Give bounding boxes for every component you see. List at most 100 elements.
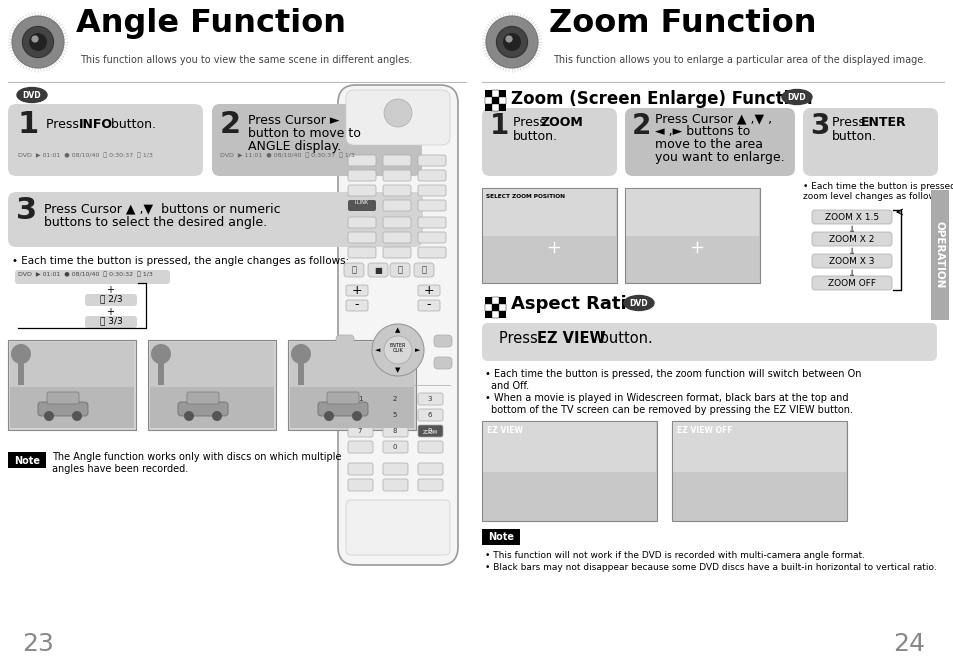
Text: 5: 5 — [393, 412, 396, 418]
Bar — [10, 387, 133, 428]
FancyBboxPatch shape — [212, 104, 421, 176]
Bar — [492, 297, 498, 304]
Bar — [484, 311, 492, 318]
Bar — [10, 342, 133, 387]
Text: 9: 9 — [427, 428, 432, 434]
FancyBboxPatch shape — [382, 232, 411, 243]
Bar — [18, 355, 24, 385]
Text: ⏭: ⏭ — [421, 266, 426, 274]
Text: 4: 4 — [357, 412, 362, 418]
FancyBboxPatch shape — [327, 392, 358, 404]
Circle shape — [291, 344, 311, 364]
Bar — [498, 311, 505, 318]
FancyBboxPatch shape — [8, 104, 203, 176]
Text: 24: 24 — [892, 632, 924, 656]
Text: button.: button. — [595, 331, 652, 346]
Text: 1: 1 — [357, 396, 362, 402]
Text: 0: 0 — [393, 444, 396, 450]
Bar — [158, 355, 164, 385]
Text: Press Cursor ▲ ,▼ ,: Press Cursor ▲ ,▼ , — [655, 112, 771, 125]
Text: ⎘ 3/3: ⎘ 3/3 — [99, 316, 122, 325]
Bar — [498, 304, 505, 311]
FancyBboxPatch shape — [382, 155, 411, 166]
FancyBboxPatch shape — [434, 335, 452, 347]
FancyBboxPatch shape — [335, 335, 354, 347]
Ellipse shape — [623, 296, 654, 310]
Text: +: + — [106, 307, 113, 317]
FancyBboxPatch shape — [348, 441, 373, 453]
Text: Press: Press — [831, 116, 868, 129]
FancyBboxPatch shape — [317, 402, 368, 416]
Text: This function allows you to view the same scene in different angles.: This function allows you to view the sam… — [80, 55, 412, 65]
Text: -: - — [355, 298, 359, 312]
FancyBboxPatch shape — [47, 392, 79, 404]
Bar — [930, 190, 948, 320]
Text: -: - — [426, 298, 431, 312]
Text: Press: Press — [46, 118, 83, 131]
Bar — [492, 97, 498, 104]
FancyBboxPatch shape — [382, 441, 408, 453]
FancyBboxPatch shape — [382, 393, 408, 405]
Text: ↓: ↓ — [847, 247, 855, 257]
Bar — [484, 104, 492, 111]
Text: ZOOM X 1.5: ZOOM X 1.5 — [824, 212, 878, 222]
FancyBboxPatch shape — [346, 500, 450, 555]
Circle shape — [71, 411, 82, 421]
Text: 23: 23 — [22, 632, 53, 656]
Text: ZOOM X 3: ZOOM X 3 — [828, 256, 874, 266]
FancyBboxPatch shape — [624, 108, 794, 176]
Text: • Each time the button is pressed, the angle changes as follows:: • Each time the button is pressed, the a… — [12, 256, 349, 266]
Bar — [492, 90, 498, 97]
Text: • When a movie is played in Widescreen format, black bars at the top and: • When a movie is played in Widescreen f… — [484, 393, 847, 403]
FancyBboxPatch shape — [382, 409, 408, 421]
Circle shape — [324, 411, 334, 421]
Text: 2: 2 — [393, 396, 396, 402]
Text: ◄ ,► buttons to: ◄ ,► buttons to — [655, 125, 749, 138]
FancyBboxPatch shape — [335, 357, 354, 369]
FancyBboxPatch shape — [368, 263, 388, 277]
Text: ↓: ↓ — [847, 225, 855, 235]
Text: 7: 7 — [357, 428, 362, 434]
Text: Note: Note — [488, 533, 514, 543]
FancyBboxPatch shape — [348, 217, 375, 228]
FancyBboxPatch shape — [348, 155, 375, 166]
Text: Angle Function: Angle Function — [76, 8, 346, 39]
FancyBboxPatch shape — [348, 393, 373, 405]
Text: 8: 8 — [393, 428, 396, 434]
FancyBboxPatch shape — [382, 217, 411, 228]
Bar — [290, 387, 414, 428]
Bar — [498, 104, 505, 111]
FancyBboxPatch shape — [15, 270, 170, 284]
Circle shape — [12, 16, 64, 68]
Text: ↓: ↓ — [847, 269, 855, 279]
Text: +: + — [352, 284, 362, 296]
FancyBboxPatch shape — [481, 323, 936, 361]
FancyBboxPatch shape — [85, 294, 137, 306]
FancyBboxPatch shape — [811, 210, 891, 224]
FancyBboxPatch shape — [346, 90, 450, 145]
Circle shape — [496, 27, 527, 57]
Text: Aspect Ratio: Aspect Ratio — [511, 295, 639, 313]
Text: 3: 3 — [809, 112, 828, 140]
Text: 1: 1 — [18, 110, 39, 139]
Text: ►: ► — [415, 347, 420, 353]
FancyBboxPatch shape — [382, 200, 411, 211]
Text: Press: Press — [498, 331, 542, 346]
FancyBboxPatch shape — [417, 425, 442, 437]
Circle shape — [212, 411, 222, 421]
Circle shape — [31, 35, 38, 43]
Bar — [297, 355, 304, 385]
Bar — [481, 421, 657, 521]
FancyBboxPatch shape — [346, 300, 368, 311]
FancyBboxPatch shape — [417, 247, 446, 258]
FancyBboxPatch shape — [417, 155, 446, 166]
Bar — [492, 304, 498, 311]
Bar — [484, 97, 492, 104]
Text: DVD  ▶ 01:01  ● 08/10/40  ⌛ 0:30:37  ⎘ 1/3: DVD ▶ 01:01 ● 08/10/40 ⌛ 0:30:37 ⎘ 1/3 — [18, 152, 152, 158]
Text: ⏮: ⏮ — [351, 266, 356, 274]
Text: • Black bars may not disappear because some DVD discs have a built-in horizontal: • Black bars may not disappear because s… — [484, 563, 936, 572]
FancyBboxPatch shape — [337, 85, 457, 565]
Text: ZOOM: ZOOM — [422, 430, 437, 436]
Text: The Angle function works only with discs on which multiple
angles have been reco: The Angle function works only with discs… — [52, 452, 341, 474]
Text: +: + — [106, 285, 113, 295]
